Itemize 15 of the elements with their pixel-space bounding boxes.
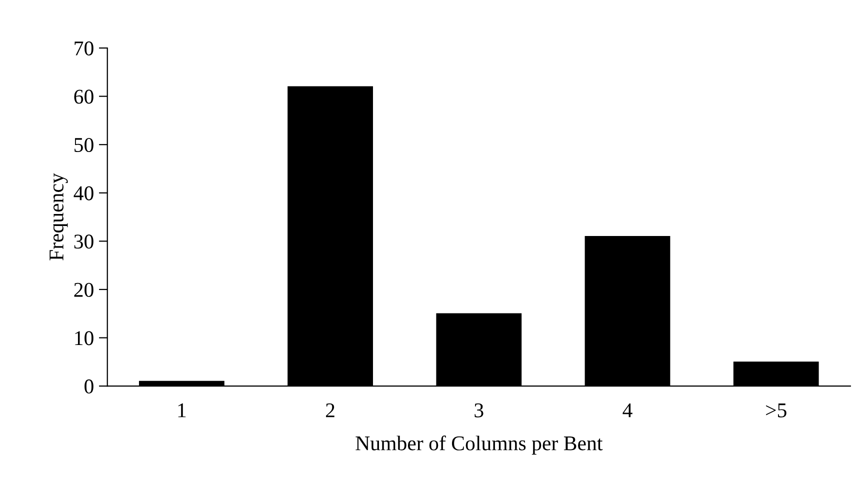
x-tick-label: 4: [622, 403, 632, 418]
y-tick-label: 0: [84, 379, 94, 394]
y-tick-label: 40: [74, 186, 94, 200]
x-tick-label: >5: [766, 404, 786, 418]
y-tick-label: 20: [74, 282, 94, 297]
y-tick-label: 60: [74, 90, 94, 104]
x-tick-label: 3: [474, 403, 484, 418]
x-axis-title: Number of Columns per Bent: [356, 436, 603, 455]
y-tick-label: 30: [74, 234, 94, 249]
x-tick-label: 1: [178, 403, 186, 418]
y-axis-title: Frequency: [50, 173, 68, 260]
y-tick-label: 50: [74, 138, 94, 152]
x-tick-label: 2: [326, 403, 334, 418]
y-tick-label: 70: [74, 41, 94, 56]
y-tick-label: 10: [75, 331, 94, 346]
